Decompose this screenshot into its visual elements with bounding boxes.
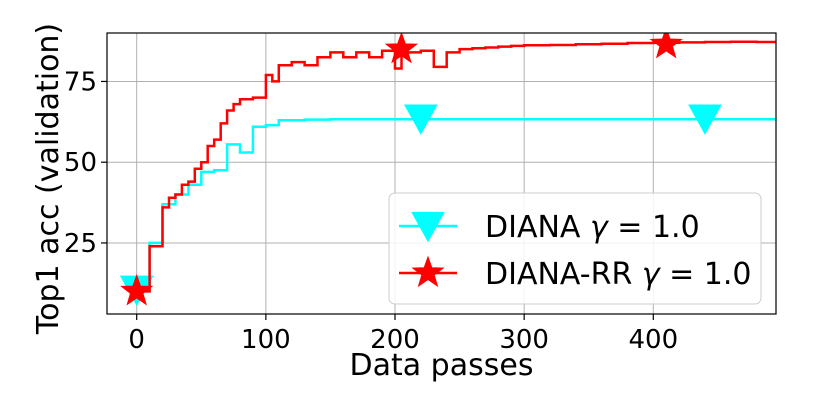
triangle-marker bbox=[403, 104, 438, 135]
legend-label: DIANA γ = 1.0 bbox=[485, 210, 700, 245]
series-line bbox=[136, 117, 776, 293]
legend-star-marker bbox=[411, 255, 445, 288]
star-marker bbox=[649, 33, 683, 59]
series-diana-rr bbox=[120, 33, 776, 306]
series-diana bbox=[119, 104, 776, 307]
legend-triangle-marker bbox=[411, 211, 445, 243]
series-layer bbox=[119, 33, 776, 307]
star-marker bbox=[384, 33, 419, 64]
y-tick-label: 25 bbox=[64, 229, 97, 259]
star-marker bbox=[120, 273, 154, 306]
x-tick-label: 400 bbox=[628, 325, 678, 355]
y-tick-label: 75 bbox=[64, 67, 97, 97]
y-axis-label: Top1 acc (validation) bbox=[31, 23, 66, 335]
x-tick-label: 0 bbox=[128, 325, 145, 355]
ticks: 0 100 200 300 400 25 50 75 bbox=[64, 67, 678, 355]
y-tick-label: 50 bbox=[64, 148, 97, 178]
x-axis-label: Data passes bbox=[350, 348, 534, 383]
legend-box bbox=[388, 192, 762, 305]
x-tick-label: 300 bbox=[499, 325, 549, 355]
triangle-marker bbox=[688, 104, 722, 135]
series-line bbox=[136, 40, 776, 293]
legend: DIANA γ = 1.0 DIANA-RR γ = 1.0 bbox=[388, 192, 762, 305]
x-tick-label: 200 bbox=[370, 325, 420, 355]
x-tick-label: 100 bbox=[241, 325, 291, 355]
legend-label: DIANA-RR γ = 1.0 bbox=[485, 257, 752, 292]
plot-frame bbox=[106, 32, 777, 315]
